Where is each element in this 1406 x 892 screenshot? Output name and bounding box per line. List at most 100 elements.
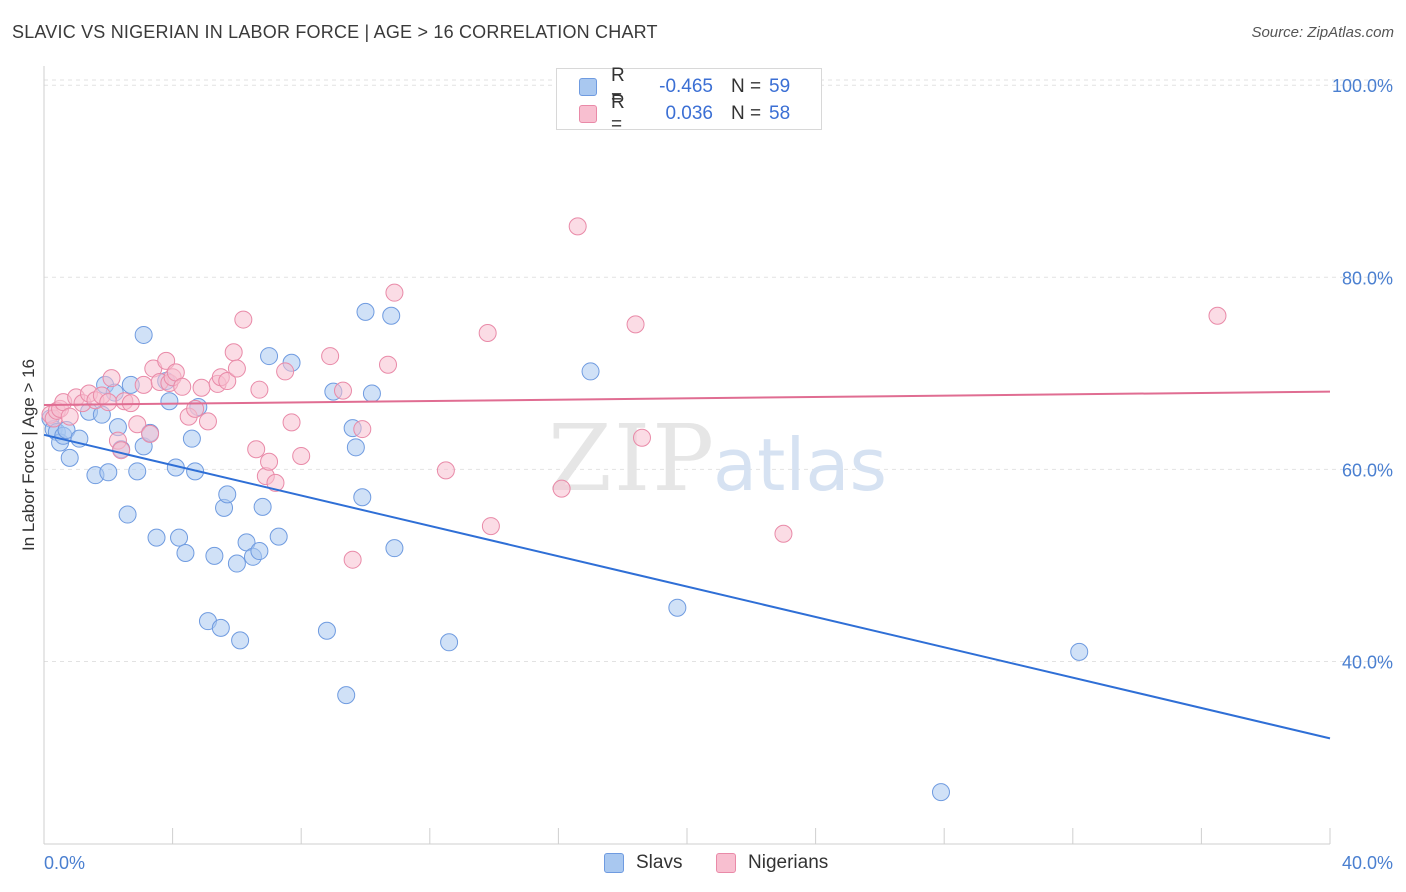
- point-nigerians: [321, 347, 340, 366]
- point-nigerians: [774, 524, 793, 543]
- point-nigerians: [552, 479, 571, 498]
- point-slavs: [118, 505, 137, 524]
- point-nigerians: [198, 412, 217, 431]
- point-nigerians: [1208, 306, 1227, 325]
- point-nigerians: [112, 441, 131, 460]
- point-nigerians: [186, 399, 205, 418]
- legend-item-slavs[interactable]: Slavs: [604, 852, 682, 874]
- point-slavs: [147, 528, 166, 547]
- series-legend: Slavs Nigerians: [0, 852, 1406, 878]
- point-slavs: [253, 497, 272, 516]
- point-nigerians: [218, 372, 237, 391]
- x-tick-labels: 0.0% 40.0%: [44, 853, 1393, 873]
- legend-r-label: R =: [611, 65, 625, 108]
- point-nigerians: [260, 452, 279, 471]
- legend-r-value: -0.465: [659, 76, 713, 97]
- point-nigerians: [99, 393, 118, 412]
- x-tick-label: 40.0%: [1342, 853, 1393, 873]
- point-nigerians: [333, 381, 352, 400]
- point-nigerians: [385, 283, 404, 302]
- data-points: [41, 217, 1227, 802]
- point-nigerians: [379, 355, 398, 374]
- point-slavs: [231, 631, 250, 650]
- point-slavs: [317, 621, 336, 640]
- point-nigerians: [292, 446, 311, 465]
- point-nigerians: [481, 517, 500, 536]
- point-nigerians: [192, 378, 211, 397]
- point-nigerians: [157, 351, 176, 370]
- point-nigerians: [234, 310, 253, 329]
- point-slavs: [218, 485, 237, 504]
- point-slavs: [99, 463, 118, 482]
- trend-lines: [43, 390, 1331, 740]
- point-nigerians: [227, 359, 246, 378]
- point-slavs: [128, 462, 147, 481]
- trend-line-nigerians: [43, 390, 1331, 407]
- chart-title: SLAVIC VS NIGERIAN IN LABOR FORCE | AGE …: [12, 22, 658, 42]
- point-nigerians: [128, 415, 147, 434]
- chart-source: Source: ZipAtlas.com: [1251, 24, 1394, 41]
- point-nigerians: [173, 377, 192, 396]
- legend-n-label: N =: [731, 103, 762, 124]
- point-slavs: [668, 598, 687, 617]
- legend-label-nigerians: Nigerians: [748, 852, 829, 873]
- y-tick-labels: 40.0% 60.0% 80.0% 100.0%: [1332, 76, 1393, 672]
- y-tick-label: 80.0%: [1342, 268, 1393, 288]
- axes: [43, 66, 1331, 845]
- point-nigerians: [250, 380, 269, 399]
- point-slavs: [269, 527, 288, 546]
- legend-swatch-nigerians: [716, 853, 736, 873]
- point-nigerians: [353, 420, 372, 439]
- point-slavs: [134, 325, 153, 344]
- legend-row-nigerians: R = 0.036 N = 58: [579, 92, 791, 135]
- point-nigerians: [224, 343, 243, 362]
- point-nigerians: [478, 324, 497, 343]
- point-slavs: [385, 539, 404, 558]
- point-nigerians: [343, 550, 362, 569]
- stats-legend: R = -0.465 N = 59 R = 0.036 N = 58: [556, 65, 822, 135]
- watermark-atlas: atlas: [713, 423, 887, 507]
- legend-label-slavs: Slavs: [636, 852, 683, 873]
- point-nigerians: [632, 428, 651, 447]
- legend-item-nigerians[interactable]: Nigerians: [716, 852, 828, 874]
- point-slavs: [170, 528, 189, 547]
- legend-swatch-slavs: [604, 853, 624, 873]
- legend-row-slavs: R = -0.465 N = 59: [579, 65, 791, 108]
- y-axis-label: In Labor Force | Age > 16: [19, 359, 38, 551]
- point-slavs: [205, 546, 224, 565]
- point-nigerians: [266, 473, 285, 492]
- legend-swatch-nigerians: [579, 105, 597, 123]
- point-nigerians: [60, 407, 79, 426]
- point-nigerians: [134, 375, 153, 394]
- point-slavs: [1070, 642, 1089, 661]
- point-slavs: [382, 306, 401, 325]
- point-slavs: [250, 542, 269, 561]
- watermark-zip: ZIP: [548, 405, 716, 512]
- y-tick-label: 40.0%: [1342, 653, 1393, 673]
- point-slavs: [60, 448, 79, 467]
- point-slavs: [211, 618, 230, 637]
- point-nigerians: [247, 440, 266, 459]
- point-nigerians: [626, 315, 645, 334]
- point-slavs: [182, 429, 201, 448]
- legend-n-value: 59: [769, 76, 791, 97]
- point-slavs: [260, 347, 279, 366]
- trend-line-slavs: [43, 433, 1331, 740]
- legend-r-value: 0.036: [665, 103, 713, 124]
- legend-swatch-slavs: [579, 78, 597, 96]
- legend-n-value: 58: [769, 103, 791, 124]
- point-nigerians: [282, 413, 301, 432]
- legend-r-label: R =: [611, 92, 625, 135]
- point-nigerians: [436, 461, 455, 480]
- gridlines: [44, 79, 1392, 663]
- point-slavs: [931, 783, 950, 802]
- point-slavs: [362, 384, 381, 403]
- point-nigerians: [568, 217, 587, 236]
- x-tick-label: 0.0%: [44, 853, 85, 873]
- y-tick-label: 100.0%: [1332, 76, 1393, 96]
- point-slavs: [353, 488, 372, 507]
- legend-n-label: N =: [731, 76, 762, 97]
- point-slavs: [356, 302, 375, 321]
- point-nigerians: [141, 424, 160, 443]
